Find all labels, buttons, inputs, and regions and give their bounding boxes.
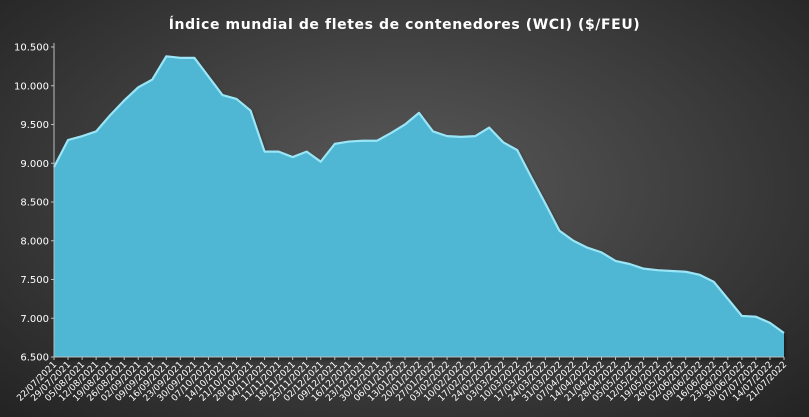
y-tick-label: 9.500 <box>20 120 49 131</box>
x-axis-ticks: 22/07/202129/07/202105/08/202112/08/2021… <box>15 357 789 404</box>
y-tick-label: 10.500 <box>14 43 49 54</box>
y-tick-label: 7.500 <box>20 275 49 286</box>
y-tick-label: 9.000 <box>20 159 49 170</box>
chart-title: Índice mundial de fletes de contenedores… <box>168 17 641 33</box>
y-axis-ticks: 6.500 7.000 7.500 8.000 8.500 9.000 9.500 10.00… <box>14 43 54 364</box>
y-tick-label: 6.500 <box>20 353 49 364</box>
area-fill <box>54 56 784 358</box>
y-tick-label: 8.500 <box>20 198 49 209</box>
area-series <box>53 55 785 358</box>
area-edge-line <box>53 55 785 334</box>
y-tick-label: 8.000 <box>20 236 49 247</box>
y-tick-label: 10.000 <box>14 81 49 92</box>
y-tick-label: 7.000 <box>20 314 49 325</box>
